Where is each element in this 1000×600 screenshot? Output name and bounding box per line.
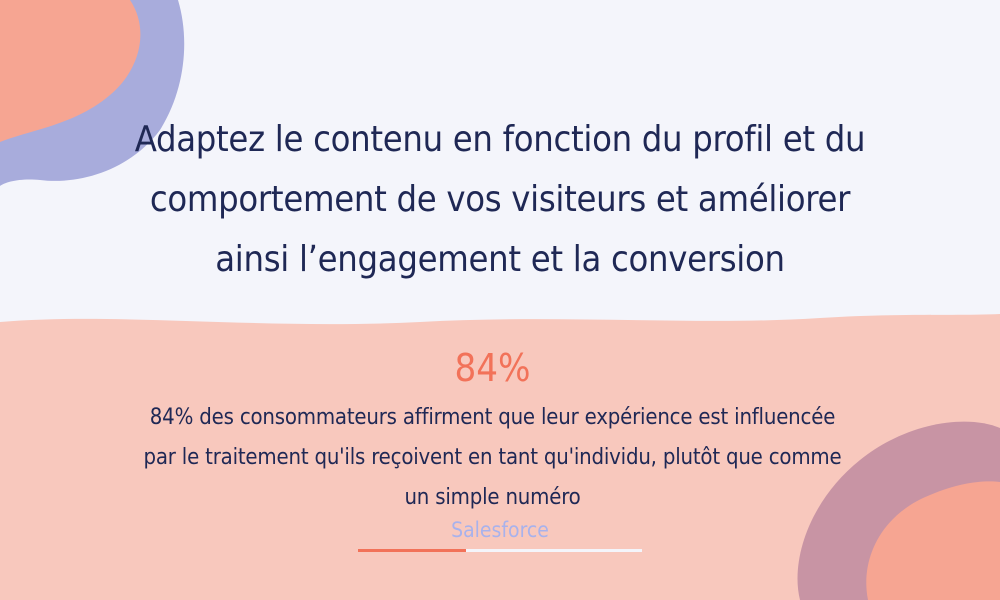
bottom-right-salmon-blob <box>866 481 1000 600</box>
top-left-salmon-blob <box>0 0 141 142</box>
stat-quote: 84% des consommateurs affirment que leur… <box>143 405 842 510</box>
carousel-progress-bar <box>358 549 642 552</box>
bottom-wave-band <box>0 314 1000 600</box>
headline: Adaptez le contenu en fonction du profil… <box>134 119 866 280</box>
source-attribution: Salesforce <box>451 518 549 542</box>
stat-value: 84% <box>454 346 531 390</box>
carousel-progress-fill <box>358 549 466 552</box>
